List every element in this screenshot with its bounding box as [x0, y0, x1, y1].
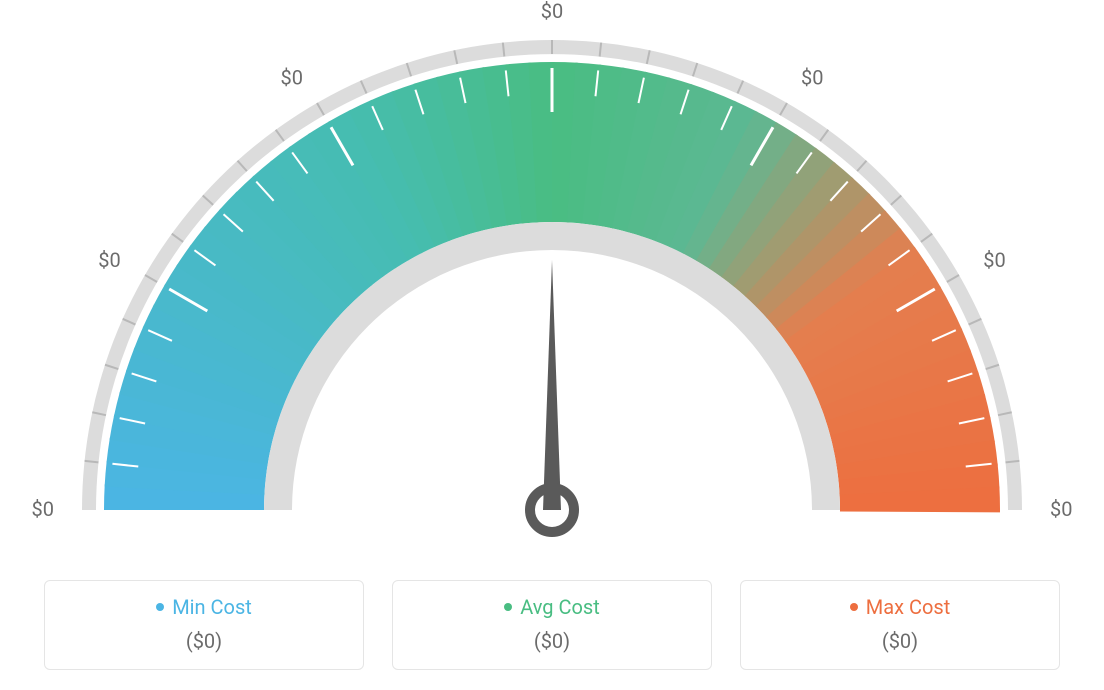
legend-title-avg: Avg Cost: [504, 595, 600, 619]
legend-value-avg: ($0): [393, 629, 711, 653]
legend-card-min: Min Cost ($0): [44, 580, 364, 670]
legend-value-min: ($0): [45, 629, 363, 653]
gauge-tick-label: $0: [32, 497, 54, 521]
gauge-chart-container: $0 $0 $0 $0 $0 $0 $0 Min Cost ($0) Avg Cost ($…: [0, 0, 1104, 690]
gauge-tick-label: $0: [98, 248, 120, 272]
gauge-svg: $0 $0 $0 $0 $0 $0 $0: [0, 0, 1104, 560]
gauge-tick-label: $0: [1050, 497, 1072, 521]
legend-card-avg: Avg Cost ($0): [392, 580, 712, 670]
legend-title-max: Max Cost: [850, 595, 951, 619]
legend-label-avg: Avg Cost: [520, 595, 600, 619]
legend-label-min: Min Cost: [172, 595, 252, 619]
legend-card-max: Max Cost ($0): [740, 580, 1060, 670]
legend-dot-min: [156, 603, 164, 611]
gauge-needle: [543, 260, 561, 510]
gauge-tick-label: $0: [281, 66, 303, 90]
gauge-tick-label: $0: [541, 0, 563, 23]
legend-dot-avg: [504, 603, 512, 611]
legend-title-min: Min Cost: [156, 595, 252, 619]
gauge-area: $0 $0 $0 $0 $0 $0 $0: [0, 0, 1104, 560]
gauge-tick-label: $0: [983, 248, 1005, 272]
legend-dot-max: [850, 603, 858, 611]
legend-row: Min Cost ($0) Avg Cost ($0) Max Cost ($0…: [44, 580, 1060, 670]
legend-label-max: Max Cost: [866, 595, 951, 619]
gauge-tick-label: $0: [801, 66, 823, 90]
legend-value-max: ($0): [741, 629, 1059, 653]
